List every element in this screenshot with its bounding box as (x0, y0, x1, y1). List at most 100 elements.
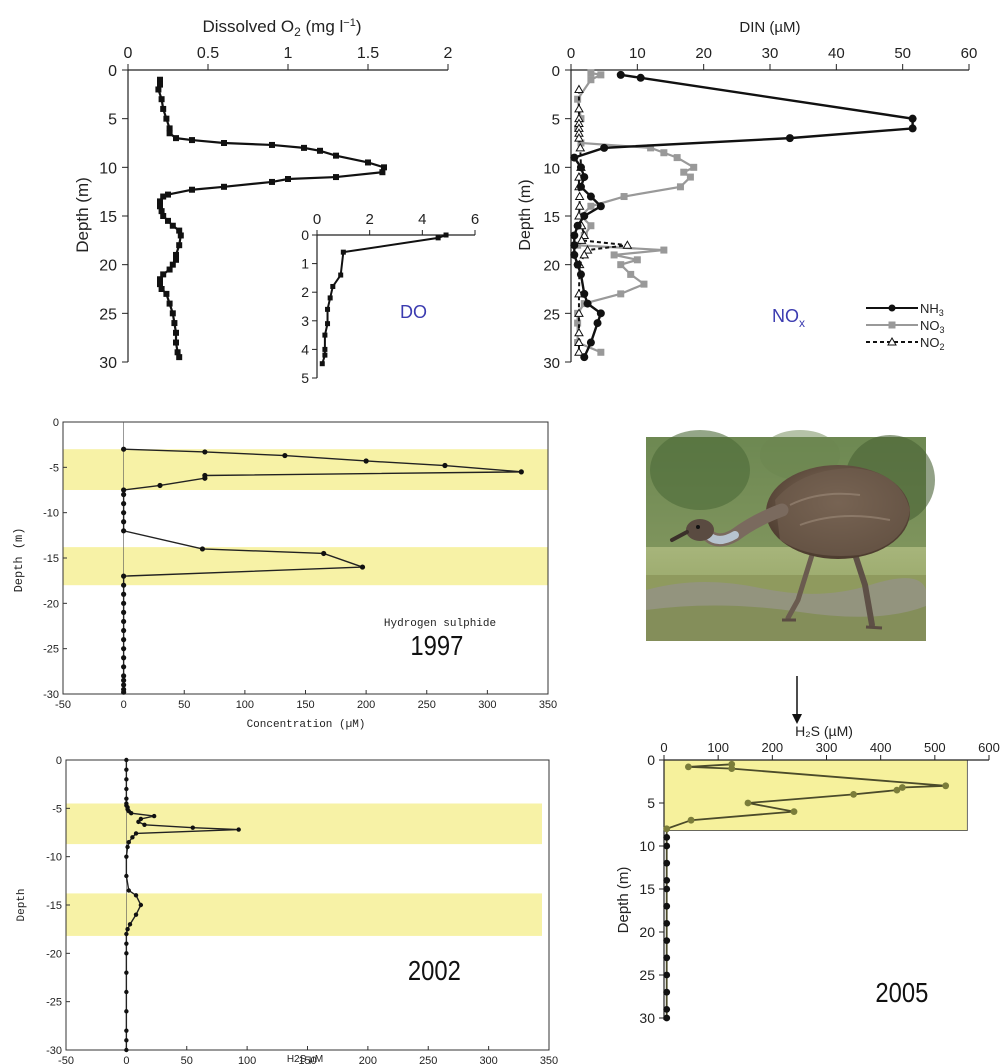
h2s-2005-year: 2005 (875, 976, 928, 1008)
do-series (155, 76, 387, 361)
din-nh3-point (570, 241, 579, 250)
y1997-point (121, 637, 127, 643)
do-xlabel: Dissolved O2 (mg l−1) (202, 17, 361, 39)
h2s-2005-point (663, 920, 671, 927)
y1997-point (121, 501, 127, 507)
y2002-y-tick-label: -30 (46, 1045, 62, 1057)
y2002-y-tick-label: -20 (46, 948, 62, 960)
y2002-point (129, 810, 134, 816)
inset-y-tick-label: 3 (301, 313, 309, 329)
do-point (158, 286, 165, 292)
inset-point (325, 306, 331, 312)
do-point (269, 178, 275, 185)
do-point (173, 329, 179, 336)
do-point (169, 261, 176, 268)
din-nh3-point (596, 309, 605, 318)
y2002-x-tick-label: 250 (419, 1055, 437, 1064)
y1997-point (121, 528, 127, 534)
y1997-y-tick-label: -20 (43, 598, 59, 610)
din-no2-point (574, 103, 584, 113)
h2s-2005-x-tick-label: 200 (761, 740, 783, 755)
inset-x-tick-label: 2 (365, 211, 373, 228)
y1997-point (202, 475, 208, 481)
do-point (157, 198, 163, 205)
y2002-point (125, 844, 130, 850)
h2s-2005-y-tick-label: 30 (639, 1010, 655, 1026)
do-point (160, 271, 167, 278)
y2002-point (124, 777, 129, 782)
din-no2-point (576, 235, 587, 244)
din-nh3-point (580, 353, 589, 362)
din-nh3-point (586, 338, 595, 347)
do-x-tick-label: 1 (284, 45, 293, 62)
h2s-1997-year: 1997 (410, 629, 463, 661)
y1997-point (442, 462, 448, 469)
y1997-point (121, 591, 127, 597)
h2s-2005-point (663, 988, 671, 996)
din-no3-point (660, 246, 668, 254)
h2s-2005-point (663, 825, 671, 833)
h2s-2005-point (663, 834, 671, 841)
do-point (176, 227, 183, 234)
h2s-2005-point (663, 971, 671, 979)
do-point (166, 300, 173, 307)
din-nh3-point (570, 250, 579, 259)
din-nh3-point (573, 221, 582, 230)
h2s-2005-point (898, 784, 906, 791)
h2s-2005-point (942, 782, 950, 790)
y2002-point (133, 893, 139, 898)
din-nh3-point (785, 134, 794, 143)
din-nh3-point (636, 73, 645, 82)
h2s-2005-point (663, 954, 671, 962)
y2002-point (127, 922, 133, 927)
do-y-tick-label: 15 (99, 209, 117, 226)
h2s-2002-year: 2002 (408, 954, 461, 986)
do-x-tick-label: 1.5 (357, 45, 379, 62)
y1997-y-tick-label: -30 (43, 689, 59, 701)
y1997-x-tick-label: 100 (236, 699, 254, 711)
din-no2-point (574, 201, 585, 210)
din-axes: 0 10 20 30 40 50 60 0 5 10 15 20 25 30 (543, 45, 977, 372)
din-series (570, 69, 917, 362)
din-x-tick-label: 10 (629, 45, 646, 62)
y2002-x-tick-label: 0 (123, 1055, 129, 1064)
h2s-1997-chart: -50 0 50 100 150 200 250 300 350 0 -5 -10 -15 -20 -25 -… (12, 417, 557, 731)
do-chart: Dissolved O2 (mg l−1) Depth (m) 0 0.5 1 1.5… (73, 17, 453, 372)
din-no3-point (574, 319, 582, 327)
din-y-tick-label: 10 (543, 160, 560, 177)
y2002-x-tick-label: 100 (238, 1055, 256, 1064)
y1997-point (359, 564, 366, 570)
y2002-y-tick-label: 0 (56, 755, 62, 767)
do-point (173, 256, 179, 263)
din-chart: DIN (µM) Depth (m) 0 10 20 30 40 50 60 0 5 10 15 20… (517, 19, 977, 372)
y1997-point (121, 600, 127, 606)
y2002-point (124, 951, 129, 956)
do-inset-chart: 0 2 4 6 0 1 2 3 4 5 DO (301, 211, 479, 386)
do-point (166, 130, 173, 137)
y1997-point (121, 677, 127, 684)
do-point (177, 232, 184, 239)
do-point (157, 76, 163, 83)
din-nh3-point (593, 319, 602, 328)
do-x-tick-label: 2 (444, 45, 453, 62)
y2002-x-tick-label: 300 (479, 1055, 497, 1064)
inset-point (319, 361, 325, 367)
inset-point (330, 283, 336, 289)
din-no3-point (633, 256, 641, 264)
y1997-y-tick-label: -25 (43, 644, 59, 656)
y1997-point (199, 546, 206, 552)
din-no3-point (676, 183, 684, 191)
do-point (157, 276, 163, 283)
inset-series-line (321, 234, 447, 364)
y1997-point (321, 550, 327, 557)
y1997-y-tick-label: -5 (49, 462, 59, 474)
y1997-y-tick-label: -10 (43, 508, 59, 520)
legend-marker (887, 336, 897, 346)
y1997-point (121, 609, 127, 616)
din-no2-point (582, 245, 593, 254)
y2002-point (136, 819, 141, 825)
din-nh3-point (583, 299, 592, 308)
din-nh3-point (576, 163, 585, 172)
